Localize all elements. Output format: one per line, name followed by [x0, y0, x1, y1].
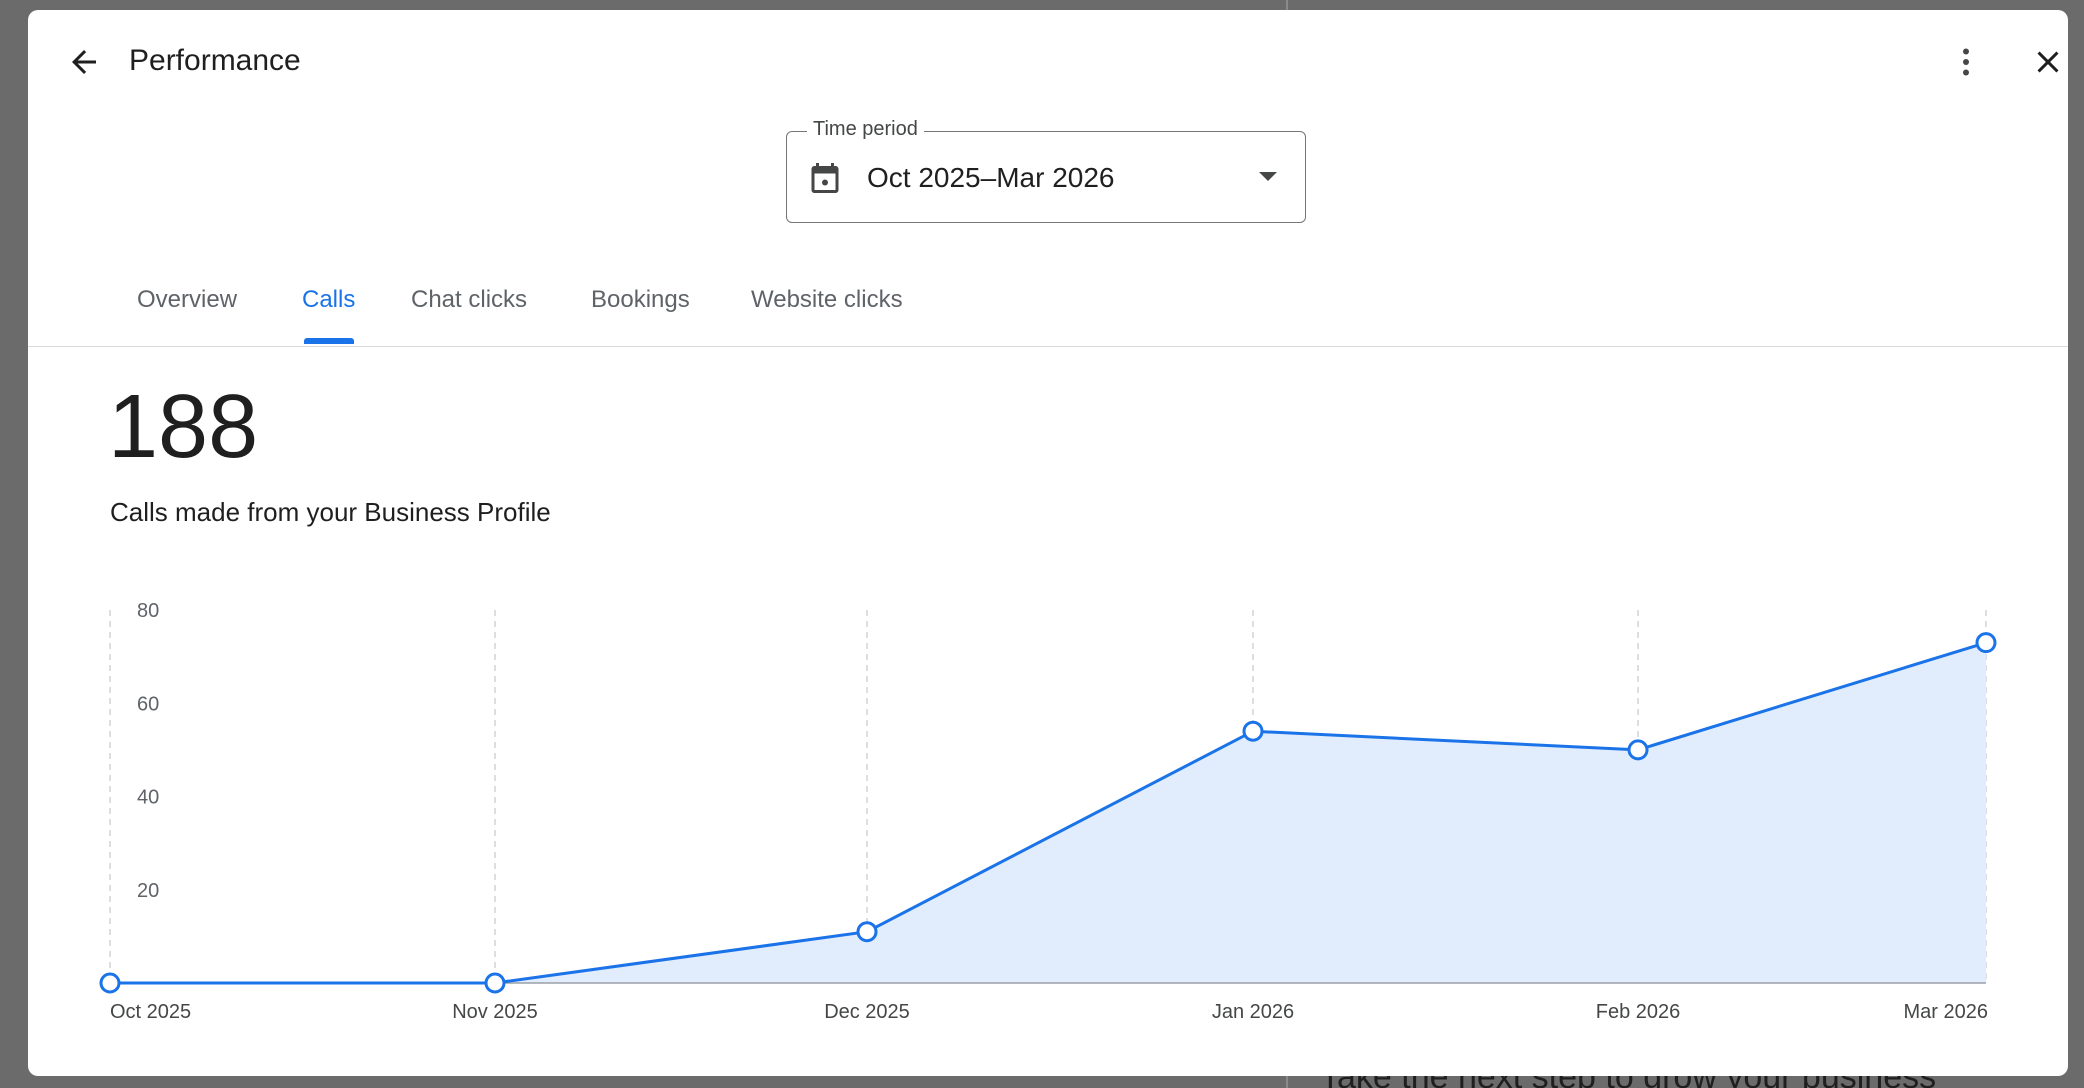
arrow-back-icon: [72, 50, 96, 74]
tab-chat-clicks[interactable]: Chat clicks: [411, 286, 528, 313]
dialog-title: Performance: [129, 44, 301, 77]
y-tick-label: 80: [137, 600, 159, 622]
y-tick-label: 40: [137, 787, 159, 809]
calls-total: 188: [108, 377, 259, 477]
x-tick-label: Oct 2025: [110, 1001, 191, 1023]
tab-overview[interactable]: Overview: [137, 286, 238, 313]
area-fill: [110, 642, 1986, 983]
calls-chart: 20 40 60 80 Oct 2025 Nov 2025 Dec 2025 Jan 2026…: [99, 600, 1997, 1023]
time-period-select[interactable]: Time period Oct 2025–Mar 2026: [786, 118, 1306, 223]
y-tick-label: 20: [137, 880, 159, 902]
dialog-header: Performance: [28, 10, 2068, 110]
performance-dialog: Performance Time period Oct 2025–Mar 202…: [28, 10, 2068, 1076]
more-options-button[interactable]: [1936, 32, 1996, 92]
time-period-label: Time period: [807, 118, 924, 141]
data-point: [856, 921, 878, 943]
tab-calls[interactable]: Calls: [302, 286, 356, 313]
backdrop-divider: [1286, 0, 1288, 10]
back-button[interactable]: [54, 32, 114, 92]
data-point: [1242, 720, 1264, 742]
tab-bookings[interactable]: Bookings: [591, 286, 690, 313]
x-tick-label: Jan 2026: [1212, 1001, 1294, 1023]
x-tick-label: Nov 2025: [452, 1001, 538, 1023]
more-vert-icon: [1963, 48, 1969, 76]
calendar-icon: [811, 163, 839, 193]
close-icon: [2037, 51, 2059, 73]
y-tick-label: 60: [137, 693, 159, 715]
data-point: [99, 972, 121, 994]
x-tick-label: Mar 2026: [1904, 1001, 1989, 1023]
x-tick-label: Dec 2025: [824, 1001, 910, 1023]
data-point: [1627, 739, 1649, 761]
chevron-down-icon: [1259, 172, 1277, 181]
series-line: [110, 641, 1987, 985]
tab-website-clicks[interactable]: Website clicks: [751, 286, 903, 313]
active-tab-indicator: [304, 338, 354, 344]
calls-description: Calls made from your Business Profile: [110, 497, 551, 527]
close-button[interactable]: [2018, 32, 2068, 92]
time-period-value: Oct 2025–Mar 2026: [867, 162, 1115, 193]
data-point: [1975, 632, 1997, 654]
data-point: [484, 972, 506, 994]
tab-bar: Overview Calls Chat clicks Bookings Webs…: [28, 272, 2068, 347]
backdrop-divider: [1286, 1076, 1288, 1088]
x-tick-label: Feb 2026: [1596, 1001, 1681, 1023]
